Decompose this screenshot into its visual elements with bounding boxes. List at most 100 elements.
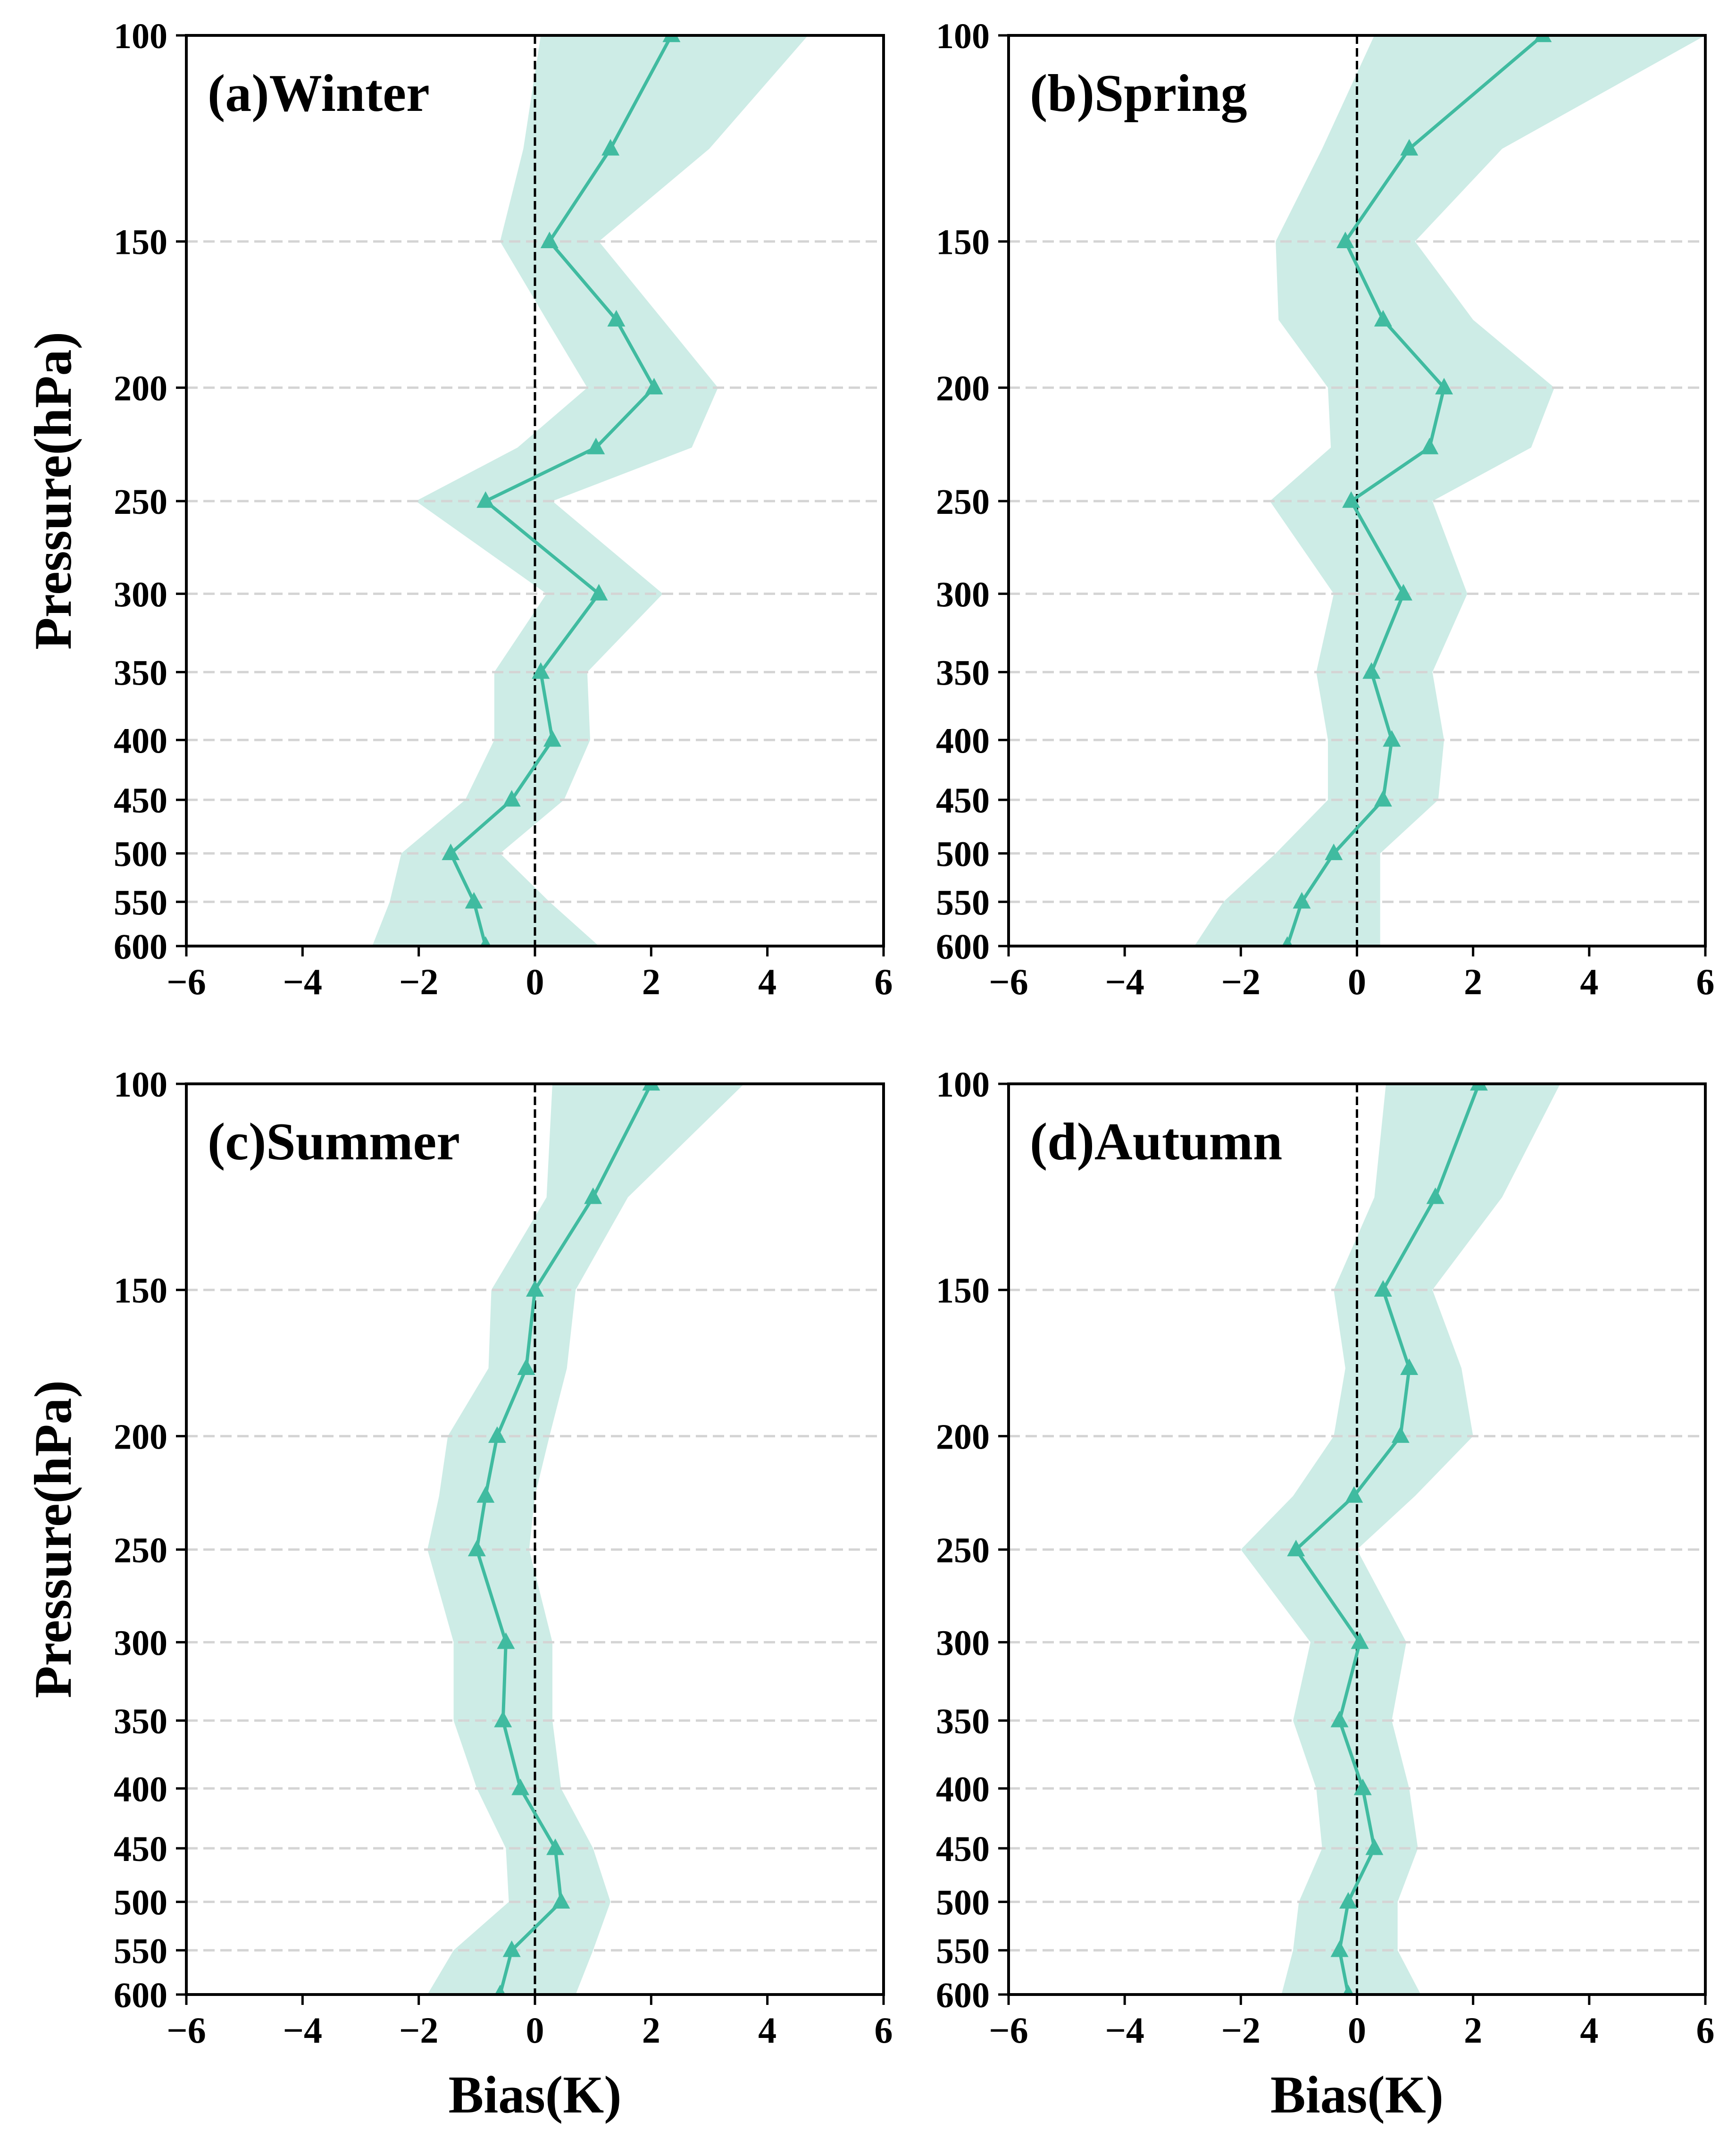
x-tick-label: −4 [1105,961,1144,1002]
panel-4: 100 150 200 250 300 350 400 450 500 550 600−6 −4 −2 0… [936,1065,1715,2124]
y-tick-label: 150 [114,1271,167,1311]
x-tick-label: 6 [875,961,893,1002]
data-point-225 [587,437,605,454]
data-point-400 [511,1778,530,1795]
data-point-175 [517,1358,535,1375]
spread-band [372,35,808,946]
data-point-600 [480,936,491,946]
y-tick-label: 400 [114,721,167,761]
data-point-300 [1351,1632,1369,1649]
y-axis-label: Pressure(hPa) [24,332,83,650]
plot-area [186,1084,884,1995]
x-tick-label: 2 [1464,2010,1482,2051]
x-tick-label: −6 [989,961,1028,1002]
y-tick-label: 350 [114,653,167,693]
x-tick-label: −4 [283,961,322,1002]
data-point-300 [590,584,608,601]
data-point-175 [1374,310,1392,327]
y-tick-label: 400 [936,1769,990,1809]
y-tick-label: 350 [936,653,990,693]
y-tick-label: 200 [936,1417,990,1457]
data-point-125 [1400,139,1419,156]
spread-band [1241,1084,1561,1995]
y-tick-label: 100 [114,17,167,56]
y-tick-label: 550 [114,883,167,922]
y-tick-label: 400 [936,721,990,761]
data-point-100 [642,1084,660,1091]
data-point-225 [1420,437,1439,454]
x-tick-label: 0 [1348,961,1366,1002]
plot-area [1009,1084,1705,1995]
x-tick-label: −2 [1221,2010,1260,2051]
y-tick-label: 250 [114,482,167,522]
x-tick-label: −2 [399,2010,438,2051]
data-point-300 [1394,584,1412,601]
x-tick-label: 4 [758,961,776,1002]
data-point-450 [546,1838,565,1855]
data-point-250 [1342,491,1360,508]
y-tick-label: 600 [936,927,990,967]
y-tick-label: 100 [114,1065,167,1105]
data-point-175 [607,310,626,327]
y-tick-label: 200 [114,369,167,409]
y-tick-label: 200 [114,1417,167,1457]
data-point-450 [1374,790,1392,807]
y-tick-label: 500 [114,835,167,874]
y-tick-label: 350 [114,1702,167,1741]
data-point-350 [1330,1710,1349,1727]
data-point-150 [540,231,559,248]
data-point-400 [1353,1778,1372,1795]
panel-title: (b)Spring [1030,64,1247,123]
panel-2: 100 150 200 250 300 350 400 450 500 550 600−6 −4 −2 0… [936,17,1715,1002]
data-point-550 [465,892,483,909]
data-point-500 [442,843,460,860]
y-tick-label: 250 [114,1531,167,1570]
spread-band [1194,35,1705,946]
x-tick-label: −4 [283,2010,322,2051]
data-point-200 [1435,377,1453,394]
spread-band [427,1084,744,1995]
x-tick-label: 4 [758,2010,776,2051]
data-point-450 [1365,1838,1384,1855]
data-point-200 [645,377,663,394]
data-point-500 [1325,843,1343,860]
panel-title: (c)Summer [208,1113,460,1171]
data-point-250 [467,1540,486,1557]
x-tick-label: 0 [1348,2010,1366,2051]
y-tick-label: 300 [936,575,990,614]
panel-3: 100 150 200 250 300 350 400 450 500 550 600−6 −4 −2 0… [24,1065,893,2124]
x-tick-label: 6 [1696,2010,1715,2051]
data-point-150 [526,1280,544,1297]
y-tick-label: 450 [936,781,990,821]
data-point-500 [552,1892,570,1909]
panel-title: (d)Autumn [1030,1113,1282,1171]
data-point-175 [1400,1358,1419,1375]
data-point-100 [662,35,681,42]
data-point-600 [1343,1985,1354,1995]
data-point-600 [494,1985,506,1995]
x-tick-label: 2 [1464,961,1482,1002]
y-tick-label: 550 [936,883,990,922]
y-tick-label: 500 [936,835,990,874]
mean-bias-line [475,1084,653,1995]
data-point-350 [1362,662,1381,679]
x-tick-label: −2 [1221,961,1260,1002]
data-point-600 [1282,936,1293,946]
data-point-400 [1383,730,1401,747]
y-tick-label: 150 [936,223,990,262]
data-point-200 [488,1426,506,1443]
x-tick-label: 0 [526,961,544,1002]
data-point-100 [1469,1084,1488,1091]
y-tick-label: 500 [114,1883,167,1923]
y-tick-label: 550 [114,1931,167,1971]
x-axis-label: Bias(K) [448,2066,621,2124]
panel-title: (a)Winter [208,64,430,123]
y-tick-label: 250 [936,1531,990,1570]
data-point-225 [1345,1486,1363,1503]
mean-bias-line [1294,1084,1481,1995]
data-point-550 [502,1940,521,1957]
data-point-450 [502,790,521,807]
x-tick-label: 6 [1696,961,1715,1002]
y-axis-label: Pressure(hPa) [24,1380,83,1698]
